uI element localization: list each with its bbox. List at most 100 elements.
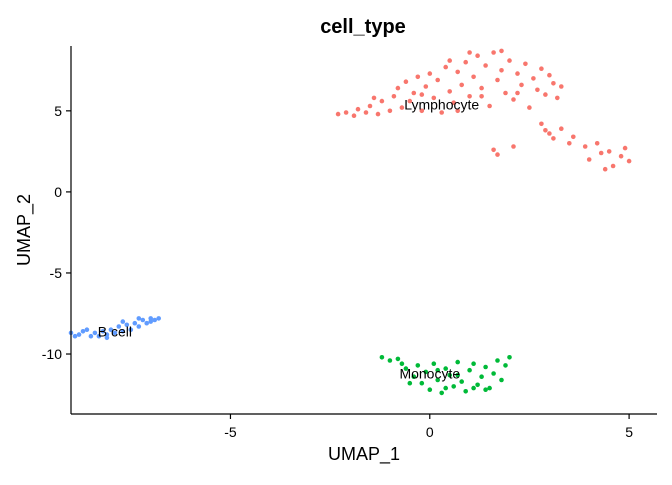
data-point-lymphocyte (511, 144, 516, 149)
data-point-monocyte (447, 372, 453, 378)
data-point-lymphocyte (467, 50, 472, 55)
data-point-monocyte (471, 361, 476, 367)
series-b-cell (68, 316, 161, 341)
data-point-lymphocyte (543, 92, 548, 97)
data-point-lymphocyte (371, 95, 377, 101)
data-point-lymphocyte (539, 121, 544, 127)
data-point-b-cell (112, 330, 118, 336)
data-point-monocyte (467, 367, 472, 373)
data-point-b-cell (104, 332, 110, 337)
data-point-b-cell (100, 329, 106, 334)
data-point-lymphocyte (443, 64, 449, 70)
y-tick-label: -10 (42, 346, 62, 362)
y-tick-label: 5 (54, 103, 62, 119)
data-point-monocyte (435, 367, 441, 373)
data-point-b-cell (136, 316, 142, 321)
data-point-lymphocyte (447, 89, 453, 94)
data-point-lymphocyte (407, 98, 413, 104)
data-point-lymphocyte (483, 63, 488, 68)
data-point-b-cell (152, 317, 157, 323)
data-point-lymphocyte (547, 72, 552, 78)
data-point-monocyte (395, 356, 401, 362)
data-point-lymphocyte (626, 158, 632, 164)
data-point-lymphocyte (351, 113, 357, 118)
data-point-monocyte (491, 371, 496, 376)
data-point-lymphocyte (618, 153, 624, 159)
data-point-monocyte (419, 380, 425, 386)
data-point-lymphocyte (551, 81, 556, 86)
data-point-lymphocyte (531, 76, 536, 81)
data-point-monocyte (379, 355, 385, 360)
data-point-monocyte (471, 385, 476, 391)
data-point-lymphocyte (463, 59, 469, 65)
data-point-monocyte (475, 382, 480, 388)
data-point-lymphocyte (555, 95, 560, 101)
data-point-b-cell (120, 319, 126, 324)
data-point-lymphocyte (495, 152, 500, 157)
data-point-b-cell (116, 324, 122, 329)
y-axis-label: UMAP_2 (14, 194, 35, 266)
data-point-lymphocyte (447, 58, 453, 63)
x-tick-label: 5 (625, 424, 633, 440)
data-point-lymphocyte (515, 90, 520, 96)
data-point-b-cell (144, 320, 149, 326)
data-point-monocyte (487, 385, 492, 391)
data-point-lymphocyte (503, 90, 508, 96)
data-point-lymphocyte (391, 94, 397, 99)
data-point-lymphocyte (431, 95, 437, 101)
data-point-monocyte (411, 374, 417, 380)
data-point-lymphocyte (610, 163, 616, 169)
data-point-lymphocyte (539, 66, 544, 71)
data-point-monocyte (403, 366, 409, 371)
data-point-lymphocyte (622, 145, 628, 151)
data-point-lymphocyte (511, 97, 516, 102)
data-point-lymphocyte (355, 106, 361, 112)
data-point-b-cell (136, 324, 142, 329)
data-point-monocyte (479, 374, 484, 380)
data-point-lymphocyte (479, 94, 484, 99)
data-point-lymphocyte (435, 77, 441, 83)
data-point-lymphocyte (479, 85, 484, 91)
data-point-monocyte (483, 387, 488, 393)
data-point-b-cell (92, 330, 98, 336)
data-point-lymphocyte (471, 74, 476, 80)
data-point-lymphocyte (491, 147, 496, 153)
data-point-lymphocyte (475, 53, 480, 58)
points-layer (68, 48, 632, 396)
chart-title: cell_type (320, 16, 406, 38)
cluster-label-b-cell: B cell (98, 323, 132, 339)
data-point-lymphocyte (467, 94, 472, 99)
data-point-lymphocyte (499, 48, 504, 54)
data-point-monocyte (439, 390, 445, 396)
data-point-b-cell (80, 329, 86, 334)
data-point-lymphocyte (527, 105, 532, 110)
data-point-b-cell (108, 327, 114, 333)
x-axis-ticks: -5 0 5 (224, 414, 633, 440)
x-tick-label: -5 (224, 424, 237, 440)
data-point-monocyte (443, 366, 449, 371)
data-point-monocyte (503, 363, 508, 368)
data-point-lymphocyte (606, 149, 612, 154)
data-point-lymphocyte (367, 103, 373, 109)
data-point-monocyte (459, 379, 465, 384)
data-point-monocyte (423, 369, 429, 375)
data-point-b-cell (128, 327, 134, 333)
data-point-monocyte (507, 355, 512, 360)
data-point-lymphocyte (543, 128, 548, 133)
data-point-monocyte (451, 384, 457, 389)
data-point-b-cell (148, 316, 153, 321)
data-point-monocyte (455, 372, 461, 378)
data-point-monocyte (455, 359, 461, 365)
data-point-lymphocyte (495, 77, 500, 83)
data-point-lymphocyte (519, 82, 524, 88)
data-point-monocyte (399, 361, 405, 367)
data-point-lymphocyte (559, 126, 564, 131)
cluster-label-monocyte: Monocyte (399, 366, 460, 382)
data-point-lymphocyte (459, 82, 465, 88)
data-point-lymphocyte (375, 111, 381, 117)
series-lymphocyte (335, 48, 632, 172)
x-axis-label: UMAP_1 (328, 444, 400, 465)
data-point-lymphocyte (487, 103, 492, 109)
data-point-lymphocyte (491, 50, 496, 55)
